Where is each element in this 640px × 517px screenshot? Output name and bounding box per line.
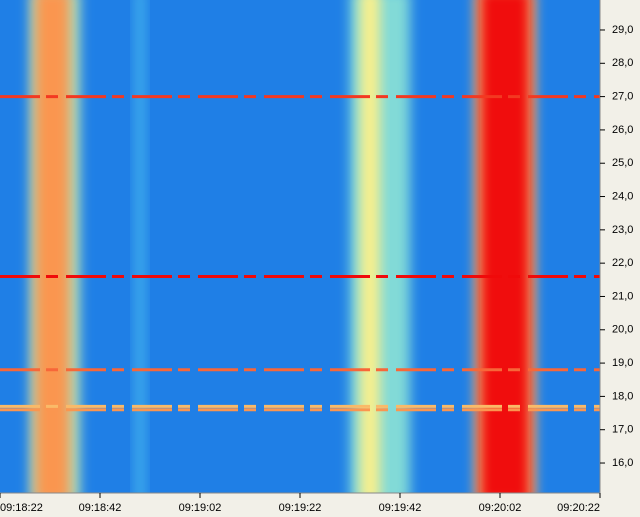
x-tick-label: 09:19:22 <box>279 502 322 514</box>
y-tick-label: 26,0 <box>612 124 633 136</box>
y-tick-label: 28,0 <box>612 57 633 69</box>
y-tick-label: 22,0 <box>612 257 633 269</box>
x-tick-label: 09:19:42 <box>379 502 422 514</box>
y-tick-label: 29,0 <box>612 24 633 36</box>
signal-band <box>480 0 530 493</box>
y-tick-label: 19,0 <box>612 357 633 369</box>
y-tick-label: 17,0 <box>612 424 633 436</box>
signal-band <box>135 0 145 493</box>
plot-area <box>0 0 600 493</box>
x-tick-label: 09:20:02 <box>479 502 522 514</box>
signal-band <box>35 0 70 493</box>
y-tick-label: 25,0 <box>612 157 633 169</box>
y-tick-label: 23,0 <box>612 224 633 236</box>
y-tick-label: 20,0 <box>612 324 633 336</box>
y-tick-label: 18,0 <box>612 390 633 402</box>
x-tick-label: 09:19:02 <box>179 502 222 514</box>
y-tick-label: 24,0 <box>612 190 633 202</box>
signal-band <box>360 0 380 493</box>
y-tick-label: 16,0 <box>612 457 633 469</box>
y-tick-label: 21,0 <box>612 290 633 302</box>
x-tick-label: 09:18:22 <box>0 502 43 514</box>
x-tick-label: 09:20:22 <box>557 502 600 514</box>
x-tick-label: 09:18:42 <box>79 502 122 514</box>
y-tick-label: 27,0 <box>612 91 633 103</box>
